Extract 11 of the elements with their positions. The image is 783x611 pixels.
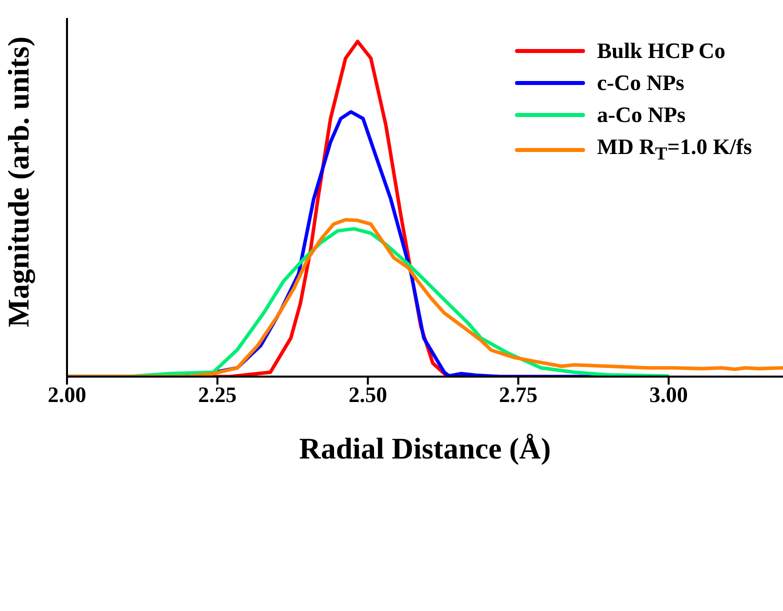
legend-label: c-Co NPs [597,69,684,97]
legend-label: MD R$_{T}$=1.0 K/fs [597,133,752,166]
x-tick-label: 2.25 [198,382,237,408]
x-tick-label: 2.75 [499,382,538,408]
x-axis-title: Radial Distance (Å) [299,432,551,466]
x-tick-label: 3.00 [649,382,688,408]
y-axis-title: Magnitude (arb. units) [2,36,36,328]
legend-label: a-Co NPs [597,101,686,129]
x-tick-label: 2.00 [48,382,86,408]
legend-label: Bulk HCP Co [597,37,726,65]
x-tick-label: 2.50 [348,382,388,408]
